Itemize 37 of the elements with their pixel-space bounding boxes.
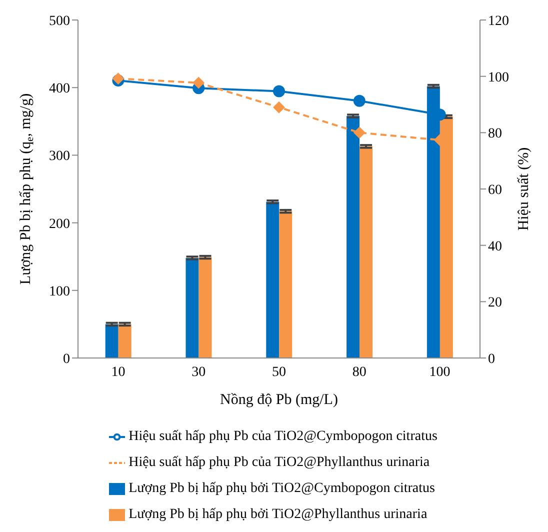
bar — [118, 324, 132, 358]
bar — [279, 211, 292, 358]
bar — [346, 116, 360, 358]
bar — [186, 258, 199, 358]
x-tick-label: 50 — [272, 364, 286, 380]
point — [273, 85, 285, 98]
point — [273, 101, 285, 114]
y2-tick-label: 100 — [488, 70, 509, 86]
legend-label: Lượng Pb bị hấp phụ bởi TiO2@Phyllanthus urinaria — [128, 507, 428, 522]
legend-label: Hiệu suất hấp phụ Pb của TiO2@Phyllanthus urinaria — [128, 455, 430, 470]
bar — [266, 202, 280, 358]
x-axis-title: Nồng độ Pb (mg/L) — [220, 392, 338, 408]
y-tick-label: 400 — [49, 82, 70, 97]
y2-tick-label: 120 — [488, 14, 509, 29]
bar — [105, 324, 118, 358]
x-tick-label: 100 — [429, 364, 450, 380]
y-tick-label: 100 — [49, 284, 70, 300]
y-tick-label: 500 — [49, 14, 70, 29]
x-tick-label: 80 — [352, 364, 366, 380]
y-tick-label: 0 — [63, 352, 70, 367]
y2-tick-label: 20 — [488, 296, 502, 311]
point — [353, 94, 366, 107]
bar — [198, 257, 212, 358]
x-tick-label: 10 — [111, 364, 126, 380]
y-tick-label: 200 — [49, 216, 70, 232]
point — [192, 76, 205, 89]
legend-label: Hiệu suất hấp phụ Pb của TiO2@Cymbopogon citratus — [128, 429, 438, 444]
y-tick-label: 300 — [49, 149, 70, 164]
legend-label: Lượng Pb bị hấp phụ bởi TiO2@Cymbopogon citratus — [128, 481, 435, 496]
point — [353, 126, 366, 139]
x-tick-label: 30 — [192, 364, 206, 380]
y2-tick-label: 60 — [488, 182, 502, 198]
y2-axis-title: Hiệu suất (%) — [516, 147, 532, 231]
bar — [360, 146, 373, 358]
y2-tick-label: 40 — [488, 239, 502, 254]
y2-tick-label: 80 — [488, 126, 502, 142]
y2-tick-label: 0 — [488, 352, 495, 367]
